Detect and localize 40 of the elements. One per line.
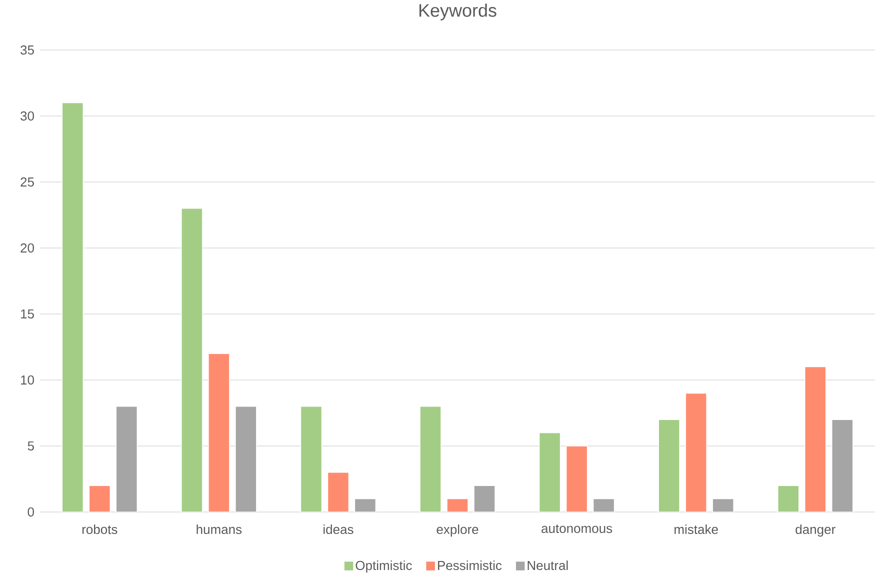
bar <box>685 392 707 512</box>
x-tick-label: robots <box>82 524 118 534</box>
x-tick-label: explore <box>436 524 478 537</box>
x-tick-label: danger <box>796 524 836 537</box>
bar <box>804 366 826 512</box>
x-tick-label: humans <box>196 524 242 534</box>
bar <box>181 208 203 512</box>
y-tick-label: 30 <box>20 111 34 121</box>
bar <box>474 485 496 512</box>
legend-label: Neutral <box>528 560 568 570</box>
x-tick-label: autonomous <box>542 524 612 534</box>
y-tick-label: 35 <box>20 45 34 55</box>
bar <box>831 419 854 512</box>
bar <box>593 498 614 512</box>
y-tick-label: 20 <box>20 243 34 253</box>
bar <box>777 485 800 512</box>
bar <box>235 406 257 512</box>
bar <box>208 353 230 512</box>
y-tick-label: 10 <box>21 375 34 385</box>
bar <box>658 419 680 512</box>
bar <box>354 498 376 512</box>
bar <box>116 406 138 512</box>
bar <box>300 406 322 512</box>
legend-label: Optimistic <box>356 560 412 573</box>
y-tick-label: 15 <box>21 309 34 319</box>
bar <box>62 102 84 512</box>
x-tick-label: ideas <box>324 524 354 534</box>
bar <box>566 446 588 512</box>
y-tick-label: 25 <box>20 177 34 187</box>
y-tick-label: 0 <box>28 507 34 517</box>
bar <box>447 498 468 512</box>
bar <box>88 485 111 512</box>
chart-title: Keywords <box>419 4 496 20</box>
y-tick-label: 5 <box>28 441 34 451</box>
bar <box>538 432 561 512</box>
bar <box>712 498 734 512</box>
bar <box>327 472 350 512</box>
bar <box>420 406 442 512</box>
legend-label: Pessimistic <box>438 560 502 570</box>
x-tick-label: mistake <box>674 524 718 534</box>
